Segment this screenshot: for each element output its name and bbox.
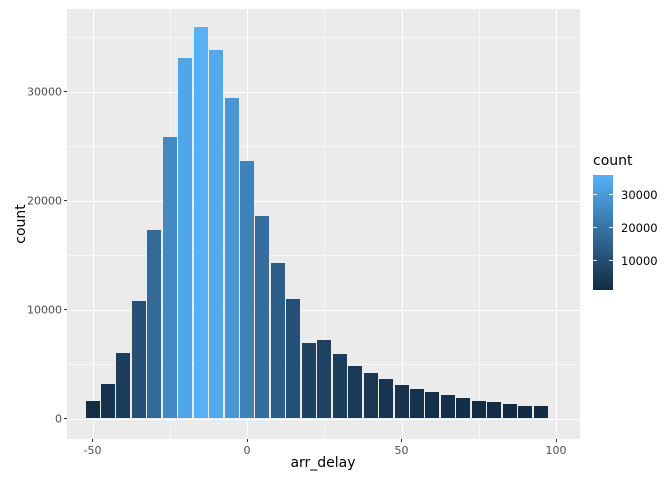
y-axis-tick-label: 0 [55,412,62,425]
histogram-bar [209,50,224,419]
histogram-bar [116,353,131,419]
legend-tick [593,260,597,262]
x-axis-tick [555,439,557,442]
histogram-bar [85,401,100,419]
legend-tick-label: 10000 [621,253,658,268]
x-axis-tick-label: -50 [83,444,102,457]
gridline-major [67,418,580,420]
gridline-major [92,9,94,439]
legend-tick [609,260,613,262]
x-axis-tick-label: 50 [394,444,409,457]
legend-title: count [593,153,633,169]
legend-tick [609,227,613,229]
histogram-bar [193,27,208,419]
legend-tick [593,193,597,196]
gridline-major [67,309,580,311]
legend-tick-label: 20000 [621,220,658,235]
x-axis-title: arr_delay [290,455,356,471]
histogram-bar [317,340,332,419]
x-axis-tick-label: 100 [545,444,567,457]
y-axis-tick [64,418,67,420]
legend-tick-label: 30000 [621,187,658,202]
gridline-major [556,9,558,439]
gridline-minor [478,9,480,439]
histogram-bar [348,365,363,419]
histogram-bar [456,398,471,419]
histogram-bar [240,161,254,419]
x-axis-tick [246,439,248,442]
x-axis-tick-label: 0 [243,444,251,457]
histogram-bar [471,400,486,419]
y-axis-tick [64,200,67,202]
legend-tick [609,193,613,196]
y-axis-tick [64,91,67,93]
gridline-minor [67,37,580,38]
histogram-bar [409,388,424,419]
y-axis-tick-label: 20000 [27,194,62,207]
gridline-major [67,200,580,202]
histogram-bar [162,137,177,419]
gridline-minor [67,255,580,256]
histogram-bar [301,342,316,419]
legend-colorbar [593,175,613,290]
histogram-bar [100,384,115,419]
x-axis-tick [92,439,94,442]
histogram-bar [332,354,347,419]
histogram-bar [440,394,455,419]
histogram-bar [425,392,440,419]
gridline-major [67,91,580,93]
y-axis-tick [64,309,67,311]
histogram-bar [502,404,517,419]
histogram-bar [363,373,378,419]
x-axis-tick [401,439,403,442]
histogram-bar [270,262,285,419]
plot-panel [67,9,580,439]
histogram-bar [147,229,162,419]
histogram-bar [379,379,394,419]
histogram-bar [394,385,409,419]
legend-tick [593,227,597,229]
histogram-bar [131,300,146,419]
y-axis-title: count [13,204,29,244]
gridline-minor [324,9,326,439]
histogram-bar [286,298,301,419]
y-axis-tick-label: 10000 [27,303,62,316]
histogram-bar [224,98,239,419]
y-axis-tick-label: 30000 [27,85,62,98]
histogram-bar [178,57,193,419]
histogram-bar [487,401,502,419]
histogram-bar [518,405,533,419]
gridline-major [401,9,403,439]
gridline-minor [67,146,580,147]
histogram-bar [533,405,548,419]
histogram-bar [255,215,270,419]
